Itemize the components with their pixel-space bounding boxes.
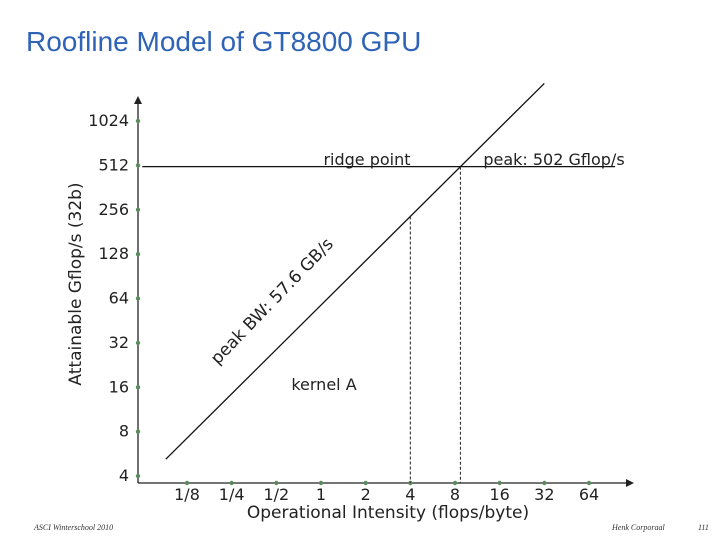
- y-axis-arrow: [134, 96, 142, 104]
- y-tick: [135, 163, 141, 168]
- x-tick-label: 4: [405, 485, 415, 504]
- x-tick-label: 32: [534, 485, 554, 504]
- y-tick-label: 128: [98, 244, 129, 263]
- peak-flops-label: peak: 502 Gflop/s: [483, 150, 624, 169]
- y-tick: [135, 296, 141, 301]
- y-tick-label: 1024: [88, 111, 129, 130]
- x-tick-label: 2: [361, 485, 371, 504]
- x-tick: [318, 480, 324, 486]
- y-tick-label: 64: [109, 289, 129, 308]
- x-tick: [184, 480, 190, 486]
- slide-title: Roofline Model of GT8800 GPU: [26, 26, 422, 57]
- x-tick: [363, 480, 368, 486]
- y-tick-label: 16: [109, 377, 129, 396]
- y-tick: [135, 340, 141, 346]
- y-tick: [135, 118, 141, 124]
- x-tick: [229, 480, 234, 486]
- y-tick-label: 8: [119, 422, 129, 441]
- x-tick-label: 1/8: [174, 485, 200, 504]
- x-tick: [274, 480, 279, 486]
- kernel-a-label: kernel A: [291, 375, 356, 394]
- ridge-point-label: ridge point: [323, 150, 410, 169]
- y-tick-label: 256: [98, 200, 129, 219]
- y-tick: [135, 207, 141, 212]
- footer-author: Henk Corporaal: [612, 523, 665, 532]
- y-tick: [135, 473, 141, 479]
- y-tick: [135, 385, 141, 390]
- bandwidth-roof-line: [165, 82, 545, 460]
- x-tick: [586, 480, 592, 486]
- x-tick-label: 1/4: [219, 485, 245, 504]
- peak-bw-label: peak BW: 57.6 GB/s: [207, 234, 338, 369]
- x-tick-label: 64: [579, 485, 599, 504]
- x-tick-label: 16: [489, 485, 509, 504]
- y-tick-label: 512: [98, 155, 129, 174]
- y-tick: [135, 429, 141, 434]
- page-number: 111: [698, 523, 709, 532]
- y-tick-label: 32: [109, 333, 129, 352]
- y-tick-label: 4: [119, 466, 129, 485]
- y-axis-title: Attainable Gflop/s (32b): [66, 182, 86, 385]
- x-axis-title: Operational Intensity (flops/byte): [247, 503, 529, 523]
- x-tick: [542, 480, 547, 486]
- x-tick-label: 1/2: [263, 485, 289, 504]
- x-tick-label: 1: [316, 485, 326, 504]
- footer-event: ASCI Winterschool 2010: [34, 523, 114, 532]
- x-tick-label: 8: [450, 485, 460, 504]
- y-tick: [135, 251, 141, 257]
- x-tick: [452, 480, 458, 486]
- x-tick: [497, 480, 502, 486]
- x-axis-arrow: [626, 479, 634, 487]
